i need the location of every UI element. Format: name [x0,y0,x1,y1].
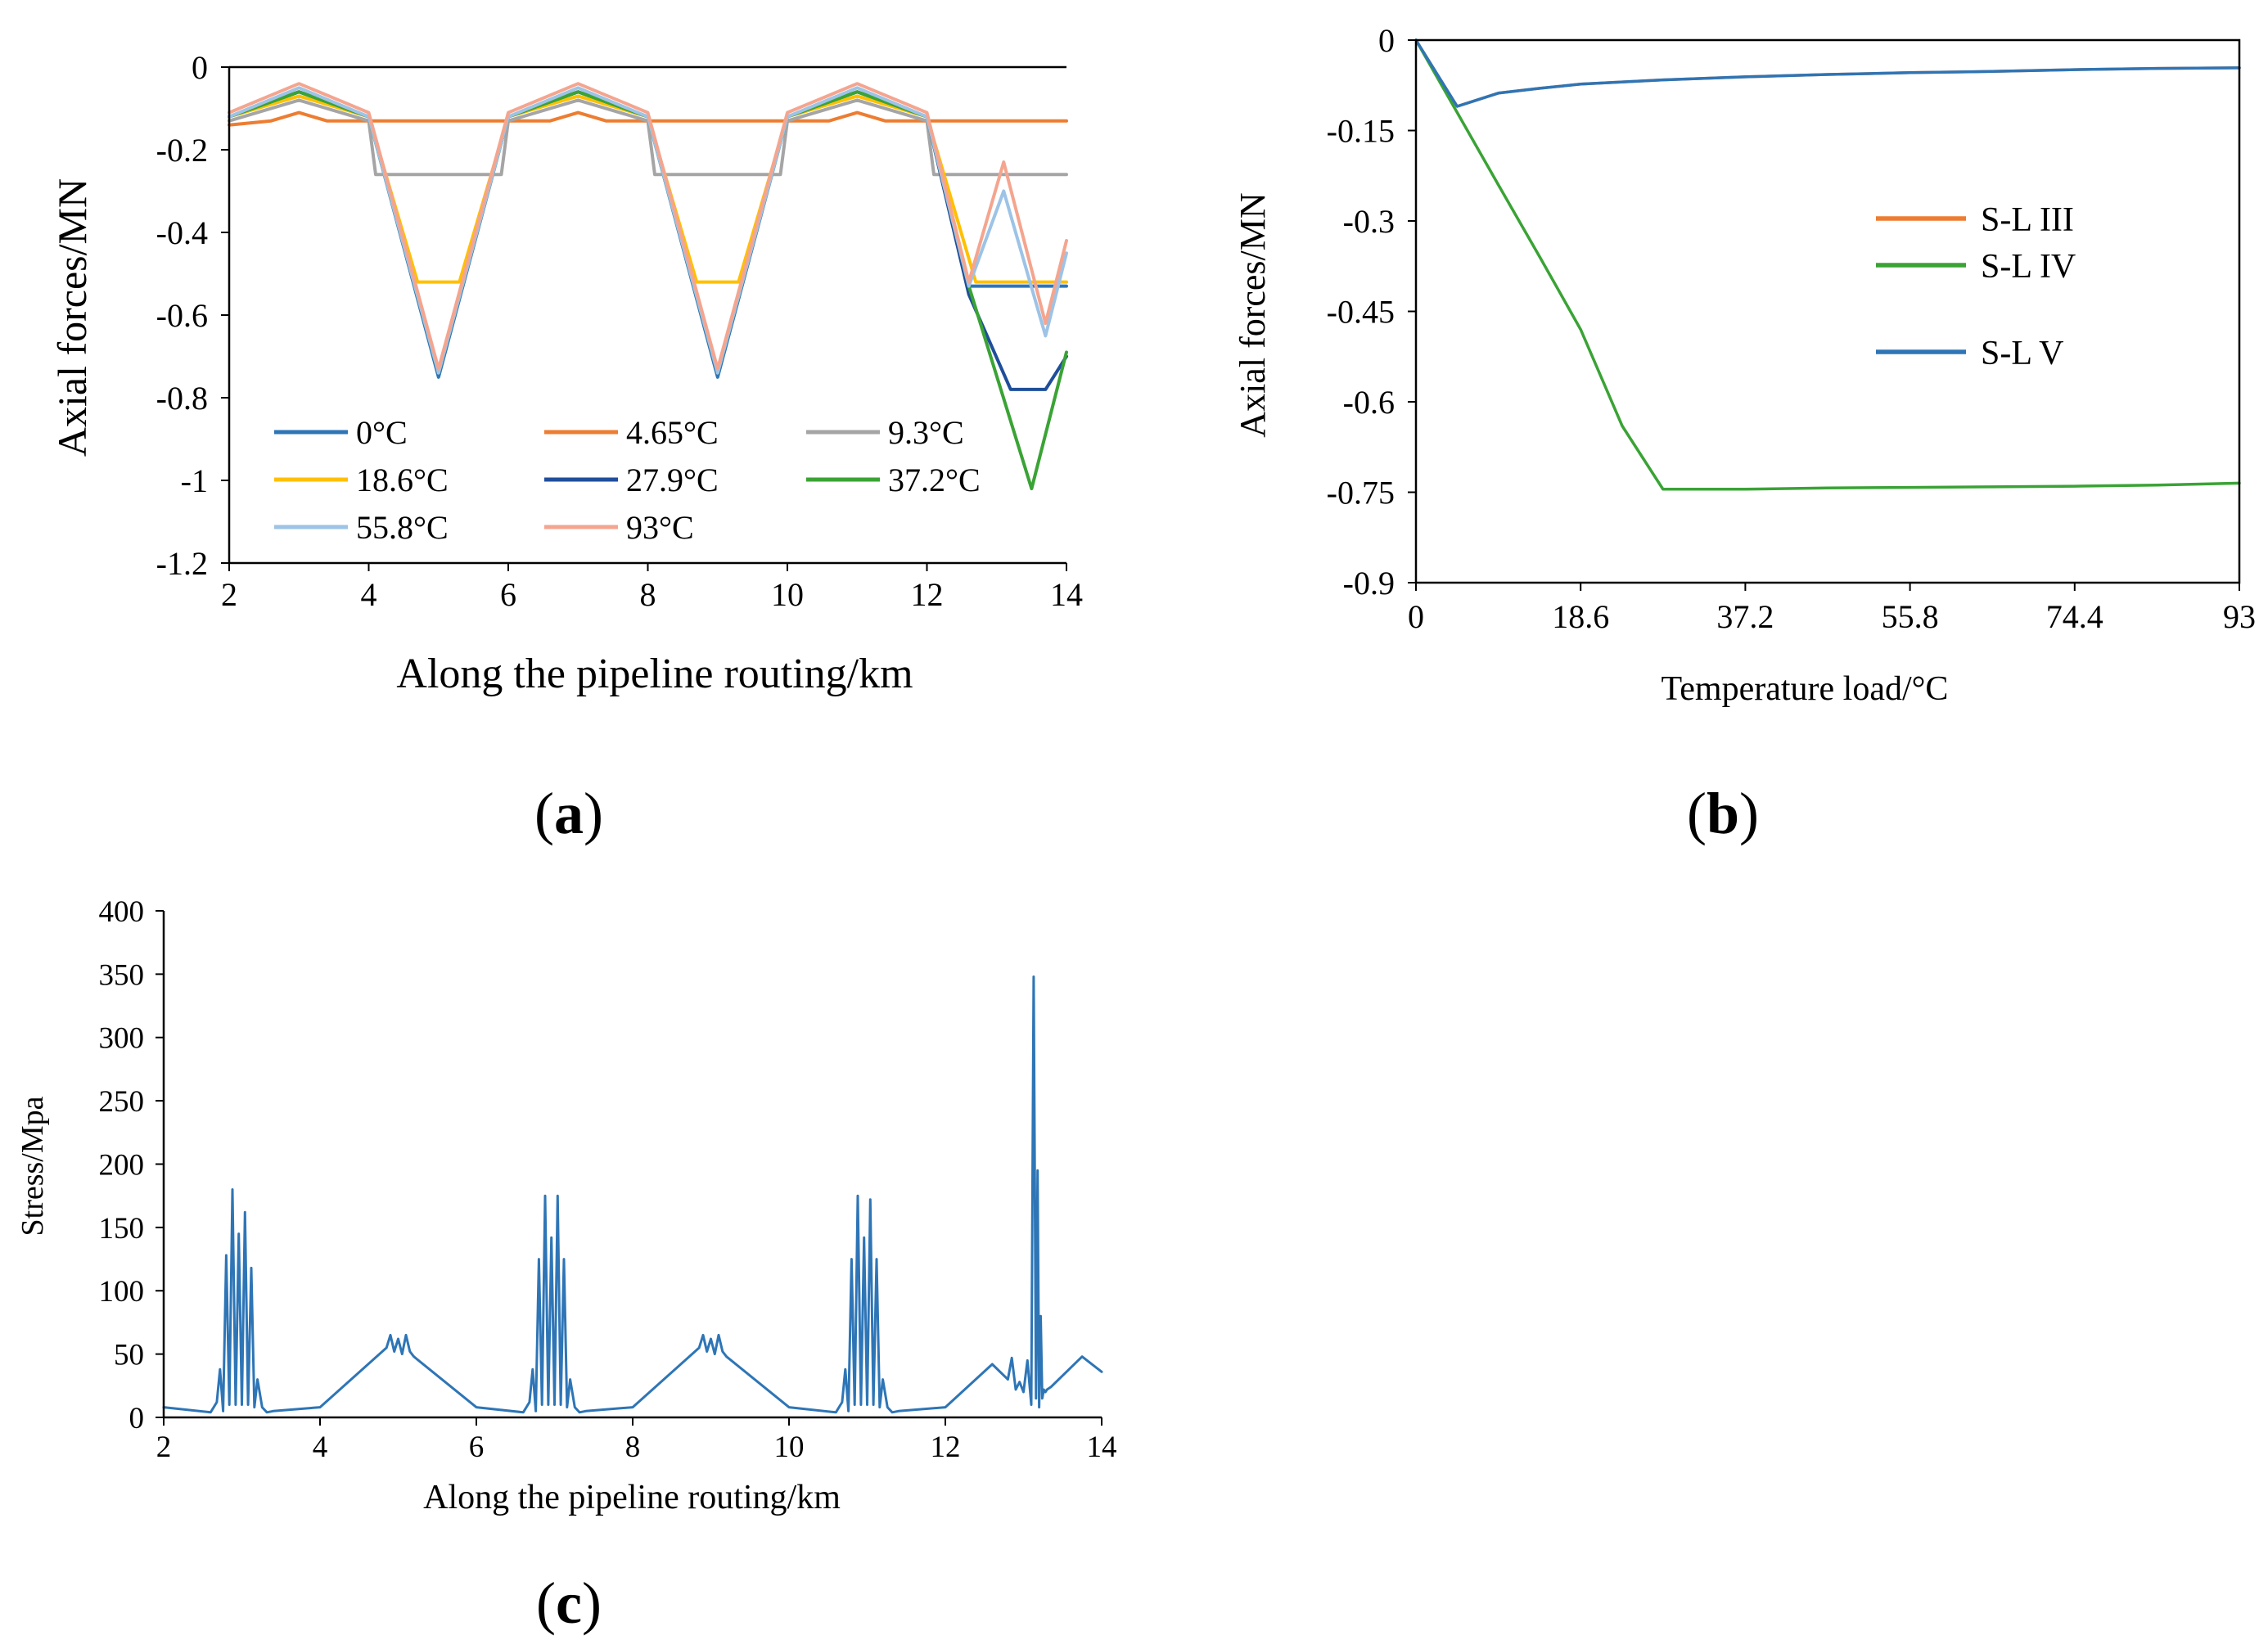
chart-c-xtick-label: 4 [313,1430,328,1464]
chart-a-xtick-label: 14 [1050,576,1083,613]
chart-b-xlabel: Temperature load/°C [1662,670,1949,708]
chart-a-xtick-label: 10 [771,576,804,613]
chart-c-ytick-label: 300 [99,1022,145,1056]
chart-b-axes: 0 -0.15 -0.3 -0.45 -0.6 -0.75 -0.9 0 18.6 37.2 55.… [1327,22,2256,635]
chart-c-xtick-label: 2 [156,1430,172,1464]
chart-c-ytick-label: 250 [99,1085,145,1119]
chart-c-panel-label: (c) [536,1570,602,1636]
chart-c-ytick-label: 350 [99,958,145,992]
chart-a-xlabel: Along the pipeline routing/km [396,651,913,697]
chart-a-ytick-label: -0.8 [156,380,208,417]
chart-a-series-2 [228,98,1068,177]
chart-b-ytick-label: -0.75 [1327,475,1395,511]
chart-a-ytick-label: -0.6 [156,297,208,334]
chart-a-legend-label: 0°C [356,414,408,451]
chart-a-legend-label: 18.6°C [356,462,449,498]
chart-a-ytick-label: -1.2 [156,545,208,582]
chart-b-xtick-label: 37.2 [1716,598,1774,635]
chart-c-ytick-label: 50 [114,1339,144,1372]
chart-b-ytick-label: 0 [1378,22,1395,59]
chart-c-xtick-label: 6 [469,1430,485,1464]
chart-c-ytick-label: 200 [99,1148,145,1182]
chart-b-frame [1414,38,2241,584]
chart-a-ytick-label: -0.2 [156,132,208,169]
chart-b-series-2 [1414,38,2241,108]
chart-a-legend-label: 27.9°C [626,462,719,498]
chart-a-xtick-label: 6 [500,576,516,613]
chart-a-legend-label: 9.3°C [888,414,964,451]
chart-a-ylabel: Axial forces/MN [49,178,95,457]
chart-a-xtick-label: 12 [911,576,944,613]
chart-a-ytick-label: -1 [181,462,208,499]
chart-a-panel-label: (a) [534,781,603,846]
chart-b-ytick-label: -0.6 [1343,384,1395,421]
chart-c-plot [162,975,1103,1414]
chart-b-panel-label: (b) [1687,781,1759,846]
chart-a-legend-label: 4.65°C [626,414,719,451]
chart-b-ytick-label: -0.15 [1327,113,1395,150]
chart-b-xtick-label: 74.4 [2046,598,2103,635]
chart-a-axes: 0 -0.2 -0.4 -0.6 -0.8 -1 -1.2 2 4 6 8 10 12 14 [156,49,1083,613]
chart-b-xtick-label: 18.6 [1552,598,1609,635]
chart-b-xtick-label: 93 [2223,598,2256,635]
chart-c-ytick-label: 150 [99,1212,145,1246]
chart-b-ytick-label: -0.45 [1327,294,1395,331]
chart-a-legend-label: 55.8°C [356,509,449,546]
chart-b-xtick-label: 0 [1408,598,1424,635]
chart-b-series-1 [1414,38,2241,491]
chart-c-xtick-label: 12 [931,1430,961,1464]
chart-b: 0 -0.15 -0.3 -0.45 -0.6 -0.75 -0.9 0 18.6 37.2 55.… [1233,22,2256,846]
chart-b-ytick-label: -0.3 [1343,203,1395,240]
chart-a-ytick-label: -0.4 [156,214,208,251]
chart-b-plot [1414,38,2241,491]
chart-a-plot [228,82,1068,491]
chart-a-legend-label: 37.2°C [888,462,981,498]
chart-c-series-0 [162,975,1103,1414]
chart-c-xlabel: Along the pipeline routing/km [423,1479,841,1516]
chart-c-ytick-label: 100 [99,1275,145,1309]
chart-b-xtick-label: 55.8 [1882,598,1939,635]
chart-a-series-0 [228,90,1068,379]
chart-c-xtick-label: 14 [1087,1430,1117,1464]
chart-b-legend-label: S-L IV [1981,248,2076,286]
chart-c-axes: 0 50 100 150 200 250 300 350 400 2 4 6 8 10 12 14 [99,895,1117,1464]
chart-b-ytick-label: -0.9 [1343,565,1395,601]
chart-c-xtick-label: 10 [774,1430,805,1464]
chart-c-ytick-label: 0 [129,1402,145,1435]
chart-a-series-7 [228,82,1068,371]
chart-c-xtick-label: 8 [625,1430,641,1464]
chart-a-xtick-label: 2 [221,576,237,613]
chart-c-ytick-label: 400 [99,895,145,929]
chart-b-legend-label: S-L V [1981,335,2064,372]
chart-c-ylabel: Stress/Mpa [16,1096,50,1236]
chart-b-legend-label: S-L III [1981,201,2074,239]
chart-a-legend: 0°C 4.65°C 9.3°C 18.6°C 27.9°C 37.2°C 55.8°C 93… [274,414,981,546]
chart-a: 0 -0.2 -0.4 -0.6 -0.8 -1 -1.2 2 4 6 8 10 12 14 Axial … [49,49,1083,846]
chart-b-legend: S-L III S-L IV S-L V [1876,201,2076,372]
chart-a-xtick-label: 8 [640,576,656,613]
chart-c: 0 50 100 150 200 250 300 350 400 2 4 6 8 10 12 14 Stres… [16,895,1117,1636]
chart-a-legend-label: 93°C [626,509,694,546]
chart-a-series-1 [228,110,1068,127]
chart-a-xtick-label: 4 [361,576,377,613]
chart-a-ytick-label: 0 [192,49,208,86]
chart-a-series-4 [228,90,1068,391]
chart-b-ylabel: Axial forces/MN [1233,192,1273,437]
